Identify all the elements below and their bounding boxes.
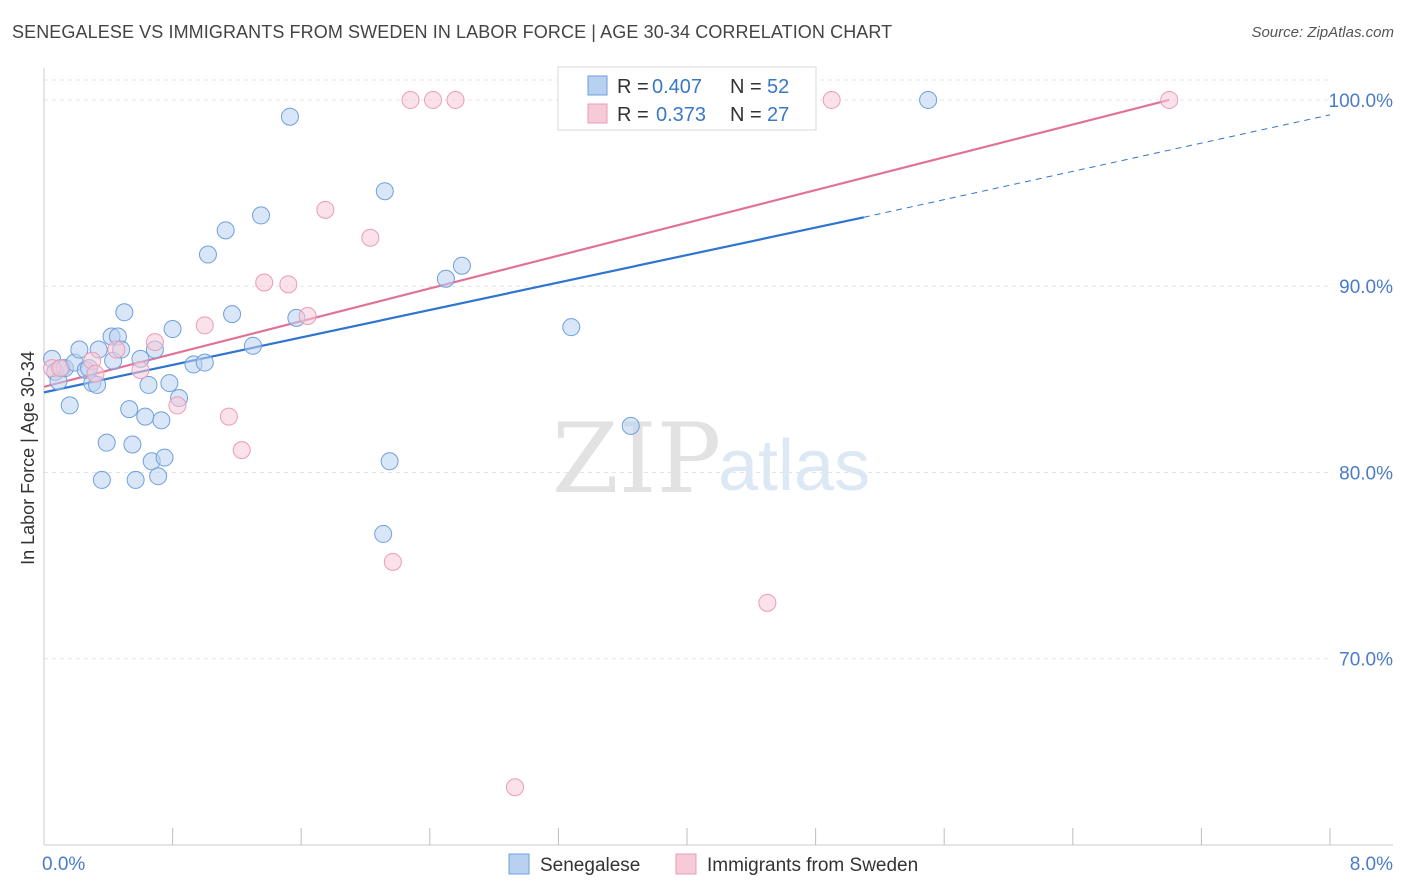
point-s1-1 — [51, 359, 70, 378]
x-tick-label-0: 0.0% — [42, 854, 85, 875]
trend-extension-0 — [863, 114, 1331, 218]
watermark-atlas: atlas — [718, 426, 870, 506]
y-tick-label-1: 80.0% — [1339, 463, 1393, 484]
legend-n-value-1: 52 — [767, 76, 789, 98]
point-s0-46 — [436, 269, 455, 288]
y-tick-label-2: 90.0% — [1339, 277, 1393, 298]
y-axis-label: In Labor Force | Age 30-34 — [18, 351, 38, 565]
point-s1-4 — [107, 340, 126, 359]
point-s0-19 — [115, 303, 134, 322]
point-s0-14 — [97, 433, 116, 452]
y-tick-label-0: 70.0% — [1339, 650, 1393, 671]
point-s1-19 — [446, 90, 465, 109]
legend-r-value-2: 0.373 — [656, 104, 706, 126]
point-s1-26 — [1160, 90, 1179, 109]
point-s0-30 — [155, 448, 174, 467]
legend-n-value-2: 27 — [767, 104, 789, 126]
point-s0-49 — [621, 416, 640, 435]
legend-r-value-1: 0.407 — [652, 76, 702, 98]
point-s1-12 — [279, 275, 298, 294]
point-s0-35 — [195, 353, 214, 372]
legend-n-label-2: N = — [730, 104, 762, 126]
y-tick-label-3: 100.0% — [1329, 91, 1394, 112]
point-s1-6 — [145, 333, 164, 352]
series-legend: Senegalese Immigrants from Sweden — [508, 853, 918, 876]
trend-line-0 — [43, 216, 865, 394]
point-s0-20 — [120, 400, 139, 419]
legend-r-label-2: R = — [617, 104, 649, 126]
point-s1-14 — [316, 200, 335, 219]
bottom-legend-swatch-sweden — [675, 853, 697, 875]
point-s0-5 — [60, 396, 79, 415]
point-s0-38 — [223, 305, 242, 324]
x-tick-labels: 0.0% 8.0% — [42, 854, 1393, 875]
point-s0-28 — [149, 467, 168, 486]
point-s0-25 — [139, 375, 158, 394]
point-s0-31 — [160, 374, 179, 393]
point-s0-47 — [452, 256, 471, 275]
point-s1-24 — [758, 593, 777, 612]
point-s0-36 — [198, 245, 217, 264]
source-label: Source: ZipAtlas.com — [1251, 24, 1394, 41]
point-s0-51 — [919, 90, 938, 109]
point-s1-18 — [424, 90, 443, 109]
point-s1-3 — [86, 364, 105, 383]
point-s1-20 — [505, 778, 524, 797]
point-s0-43 — [374, 524, 393, 543]
point-s0-39 — [243, 336, 262, 355]
point-s1-9 — [219, 407, 238, 426]
point-s1-11 — [255, 273, 274, 292]
point-s1-10 — [232, 441, 251, 460]
trend-lines — [43, 98, 1331, 394]
point-s0-29 — [152, 411, 171, 430]
point-s1-15 — [361, 228, 380, 247]
point-s1-8 — [195, 316, 214, 335]
legend-r-label-1: R = — [617, 76, 649, 98]
point-s1-5 — [131, 361, 150, 380]
chart-title: SENEGALESE VS IMMIGRANTS FROM SWEDEN IN … — [12, 22, 893, 42]
point-s0-24 — [136, 407, 155, 426]
point-s0-13 — [92, 470, 111, 489]
point-s0-44 — [375, 182, 394, 201]
point-s1-17 — [401, 90, 420, 109]
point-s1-7 — [168, 396, 187, 415]
trend-line-1 — [43, 98, 1170, 388]
axes — [43, 68, 1393, 846]
y-tick-labels: 70.0% 80.0% 90.0% 100.0% — [1329, 91, 1394, 671]
gridlines — [44, 79, 1330, 660]
point-s1-25 — [822, 90, 841, 109]
point-s0-22 — [126, 470, 145, 489]
point-s0-45 — [380, 452, 399, 471]
stats-legend: R = 0.407 N = 52 R = 0.373 N = 27 — [557, 66, 817, 131]
point-s0-40 — [252, 206, 271, 225]
bottom-legend-label-sweden: Immigrants from Sweden — [707, 855, 918, 876]
bottom-legend-swatch-senegalese — [508, 853, 530, 875]
legend-swatch-sweden — [587, 103, 608, 124]
legend-swatch-senegalese — [587, 75, 608, 96]
point-s0-41 — [280, 107, 299, 126]
point-s0-21 — [123, 435, 142, 454]
bottom-legend-label-senegalese: Senegalese — [540, 855, 640, 876]
point-s0-32 — [163, 320, 182, 339]
point-s0-7 — [70, 340, 89, 359]
x-tick-label-1: 8.0% — [1350, 854, 1393, 875]
point-s0-48 — [562, 318, 581, 337]
point-s1-13 — [298, 307, 317, 326]
point-s0-37 — [216, 221, 235, 240]
legend-n-label-1: N = — [730, 76, 762, 98]
point-s1-16 — [383, 552, 402, 571]
